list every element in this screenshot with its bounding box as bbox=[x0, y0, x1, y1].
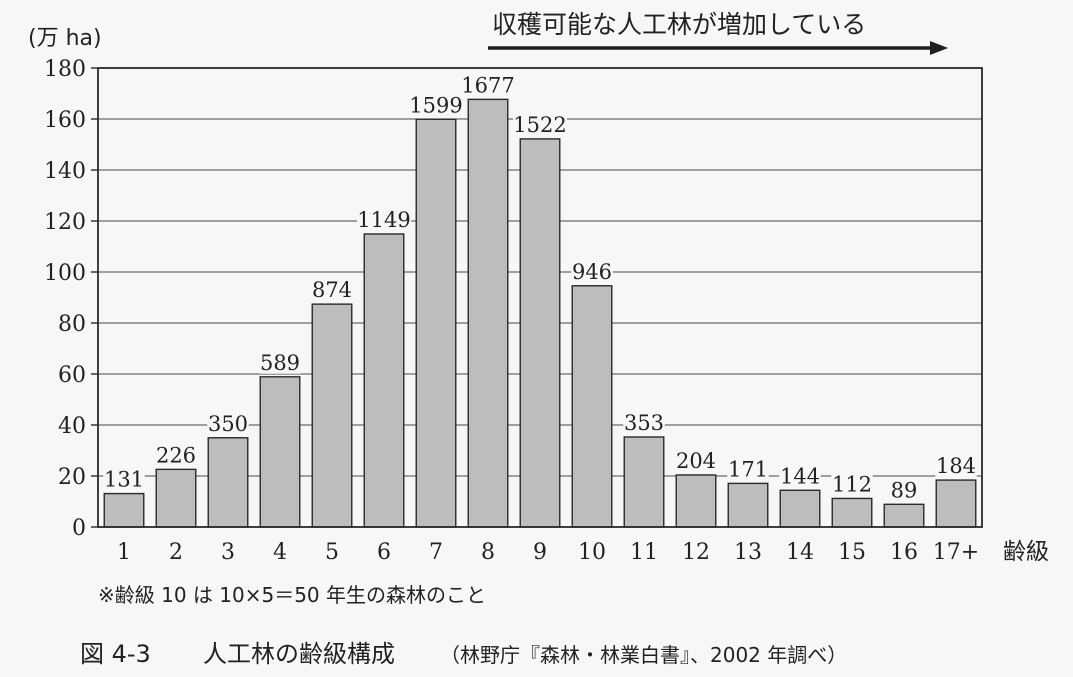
footnote: ※齢級 10 は 10×5＝50 年生の森林のこと bbox=[98, 583, 486, 607]
bar bbox=[207, 437, 249, 528]
y-tick-label: 20 bbox=[58, 465, 86, 490]
bar bbox=[935, 479, 977, 528]
y-tick-label: 120 bbox=[44, 210, 86, 235]
bar-value-label-bg bbox=[889, 477, 919, 502]
bar-value-label: 112 bbox=[832, 472, 872, 496]
bar-value-label-bg bbox=[311, 277, 353, 302]
x-tick-label: 10 bbox=[578, 540, 606, 565]
x-tick-label: 6 bbox=[377, 540, 391, 565]
x-tick-label: 7 bbox=[429, 540, 443, 565]
bar bbox=[155, 468, 197, 528]
bar-value-label-bg bbox=[623, 409, 665, 434]
figure-source: （林野庁『森林・林業白書』、2002 年調べ） bbox=[440, 643, 847, 667]
bar bbox=[103, 492, 145, 528]
x-tick-label: 14 bbox=[786, 540, 814, 565]
bar bbox=[779, 489, 821, 528]
bar bbox=[675, 474, 717, 528]
bar-value-label-bg bbox=[727, 456, 769, 481]
bar-value-label-bg bbox=[571, 258, 613, 283]
x-tick-label: 17+ bbox=[933, 540, 979, 565]
bars bbox=[103, 98, 977, 528]
y-tick-label: 40 bbox=[58, 414, 86, 439]
y-tick-label: 180 bbox=[44, 57, 86, 82]
plot-frame bbox=[97, 67, 983, 528]
bar-value-label-bg bbox=[461, 72, 515, 97]
bar-value-label-bg bbox=[207, 410, 249, 435]
bar bbox=[623, 436, 665, 528]
bar bbox=[415, 118, 457, 528]
y-tick-label: 60 bbox=[58, 363, 86, 388]
x-tick-label: 5 bbox=[325, 540, 339, 565]
bar-value-label-bg bbox=[513, 111, 567, 136]
x-tick-label: 9 bbox=[533, 540, 547, 565]
x-tick-label: 16 bbox=[890, 540, 918, 565]
x-axis-title: 齢級 bbox=[1003, 539, 1049, 565]
bar-value-label: 226 bbox=[156, 443, 196, 467]
bar-value-label-bg bbox=[155, 442, 197, 467]
bar-value-label: 1599 bbox=[409, 93, 462, 117]
x-tick-label: 4 bbox=[273, 540, 287, 565]
bar-value-label-bg bbox=[259, 349, 301, 374]
y-unit-label: (万 ha) bbox=[28, 26, 102, 51]
annotation-arrow-head bbox=[930, 41, 948, 55]
figure-title: 人工林の齢級構成 bbox=[203, 640, 395, 668]
y-tick-label: 100 bbox=[44, 261, 86, 286]
x-tick-label: 13 bbox=[734, 540, 762, 565]
bar bbox=[259, 376, 301, 528]
x-tick-label: 2 bbox=[169, 540, 183, 565]
bar bbox=[571, 285, 613, 528]
annotation-text: 収穫可能な人工林が増加している bbox=[492, 10, 866, 39]
x-tick-label: 15 bbox=[838, 540, 866, 565]
bar-value-label: 204 bbox=[676, 449, 716, 473]
y-tick-label: 140 bbox=[44, 159, 86, 184]
figure-caption: 図 4-3 人工林の齢級構成 （林野庁『森林・林業白書』、2002 年調べ） bbox=[80, 640, 847, 668]
bar-value-label-bg bbox=[779, 463, 821, 488]
bar-value-label-bg bbox=[935, 453, 977, 478]
bar bbox=[363, 233, 405, 528]
figure-number: 図 4-3 bbox=[80, 640, 151, 668]
y-axis: 0 20 40 60 80 100 120 140 160 180 bbox=[44, 57, 98, 541]
bar bbox=[831, 497, 873, 528]
bar bbox=[467, 98, 509, 528]
x-tick-label: 1 bbox=[117, 540, 131, 565]
bar-value-label: 1149 bbox=[357, 208, 410, 232]
x-tick-label: 8 bbox=[481, 540, 495, 565]
annotation: 収穫可能な人工林が増加している bbox=[488, 10, 948, 55]
bar-value-label-bg bbox=[409, 92, 463, 117]
bar-value-label: 946 bbox=[572, 260, 612, 284]
bar-value-label: 589 bbox=[260, 351, 300, 375]
x-tick-label: 12 bbox=[682, 540, 710, 565]
y-tick-label: 160 bbox=[44, 108, 86, 133]
x-axis: 1 2 3 4 5 6 7 8 9 10 11 12 13 14 15 16 17+ bbox=[117, 540, 979, 565]
bar-value-label-bg bbox=[357, 207, 411, 232]
y-tick-label: 0 bbox=[72, 516, 86, 541]
bar-value-label-bg bbox=[831, 471, 873, 496]
bar-value-label-bg bbox=[103, 466, 145, 491]
y-tick-label: 80 bbox=[58, 312, 86, 337]
bar bbox=[311, 303, 353, 528]
bar-value-label: 874 bbox=[312, 278, 352, 302]
bar-value-label: 1677 bbox=[461, 73, 514, 97]
bar-value-label: 144 bbox=[780, 464, 820, 488]
x-tick-label: 11 bbox=[630, 540, 658, 565]
bar-value-label: 131 bbox=[104, 468, 144, 492]
bar-value-label: 171 bbox=[728, 457, 768, 481]
x-tick-label: 3 bbox=[221, 540, 235, 565]
bar-value-label: 353 bbox=[624, 411, 664, 435]
bar-value-label: 184 bbox=[936, 454, 976, 478]
bar bbox=[727, 482, 769, 528]
bar bbox=[519, 138, 561, 528]
bar bbox=[883, 503, 925, 528]
bar-value-label-bg bbox=[675, 447, 717, 472]
bar-value-label: 350 bbox=[208, 412, 248, 436]
bar-value-label: 1522 bbox=[513, 113, 566, 137]
bar-value-label: 89 bbox=[891, 478, 918, 502]
